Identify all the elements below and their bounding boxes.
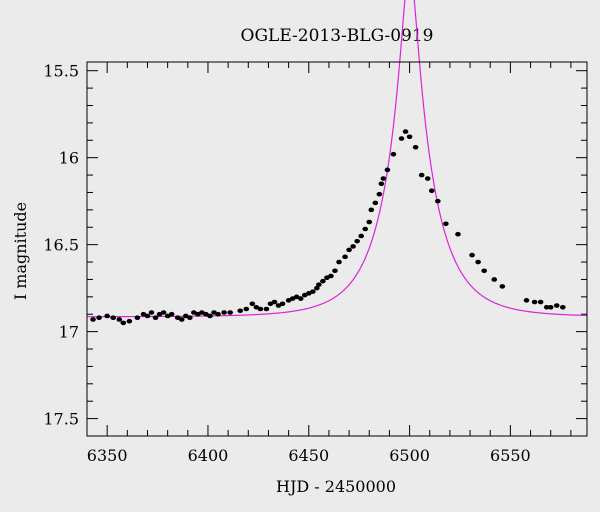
data-point xyxy=(424,176,431,181)
chart-title: OGLE-2013-BLG-0919 xyxy=(241,26,434,46)
data-point xyxy=(499,284,506,289)
data-point xyxy=(257,306,264,312)
data-point xyxy=(249,301,256,307)
data-point xyxy=(332,268,338,274)
data-point xyxy=(271,299,278,305)
data-point xyxy=(316,282,322,287)
data-point xyxy=(455,231,461,237)
data-point xyxy=(366,219,373,225)
data-point xyxy=(350,244,356,249)
data-point xyxy=(553,303,560,308)
data-point xyxy=(116,317,123,322)
y-tick-label: 16 xyxy=(59,149,79,168)
data-point xyxy=(168,311,175,317)
data-point xyxy=(435,198,441,204)
data-point xyxy=(328,273,334,279)
data-point xyxy=(134,315,141,321)
data-point xyxy=(96,315,102,321)
data-point xyxy=(475,259,481,265)
data-point xyxy=(428,188,435,194)
data-point xyxy=(126,318,133,324)
data-point xyxy=(227,310,233,315)
data-point xyxy=(418,172,425,178)
y-axis-label: I magnitude xyxy=(11,202,30,300)
data-point xyxy=(531,299,538,305)
data-point xyxy=(372,200,379,206)
data-point xyxy=(346,247,352,253)
tick-marks xyxy=(86,62,587,436)
data-point xyxy=(314,285,320,291)
data-point xyxy=(320,278,326,284)
data-point xyxy=(90,317,96,322)
data-point xyxy=(358,233,364,239)
data-point xyxy=(221,310,227,315)
data-point xyxy=(243,306,250,312)
tick-labels: 6350 6400 6450 6500 6550 15.5 16 16.5 17 17.5 xyxy=(43,62,530,465)
data-point xyxy=(543,304,550,310)
data-point xyxy=(178,317,185,322)
data-point xyxy=(207,313,213,319)
x-tick-label: 6350 xyxy=(87,446,128,465)
data-point xyxy=(152,315,159,321)
data-point xyxy=(481,268,487,274)
data-point xyxy=(297,296,304,301)
data-point xyxy=(537,299,544,305)
data-point xyxy=(491,277,498,282)
data-point xyxy=(310,289,316,294)
data-point xyxy=(380,176,387,181)
data-point xyxy=(110,315,117,321)
data-point xyxy=(120,320,127,326)
data-point xyxy=(469,252,475,258)
data-point xyxy=(144,313,151,319)
data-point xyxy=(263,306,270,312)
data-point xyxy=(560,304,566,310)
y-tick-label: 17 xyxy=(59,323,79,342)
data-point xyxy=(376,191,383,197)
data-point xyxy=(362,226,369,232)
data-point xyxy=(384,167,391,173)
y-tick-label: 17.5 xyxy=(43,410,79,429)
data-point xyxy=(148,310,155,315)
data-point xyxy=(336,259,342,265)
data-point xyxy=(187,315,193,321)
data-point xyxy=(402,129,409,134)
plot-frame xyxy=(86,61,588,437)
x-tick-label: 6550 xyxy=(490,446,531,465)
data-point xyxy=(237,308,244,314)
data-point xyxy=(398,136,405,141)
data-point xyxy=(354,238,360,244)
data-point xyxy=(342,254,348,260)
data-point xyxy=(390,151,397,157)
data-point xyxy=(160,310,167,315)
data-point xyxy=(523,298,530,303)
data-point xyxy=(104,313,110,319)
y-tick-label: 15.5 xyxy=(43,62,79,81)
data-point xyxy=(406,134,413,140)
x-tick-label: 6500 xyxy=(389,446,430,465)
data-point xyxy=(368,207,375,213)
data-point xyxy=(215,311,221,317)
data-point xyxy=(443,221,449,227)
x-axis-label: HJD - 2450000 xyxy=(276,477,396,496)
data-points xyxy=(90,129,566,326)
data-point xyxy=(279,301,286,307)
data-point xyxy=(547,304,554,310)
y-tick-label: 16.5 xyxy=(43,236,79,255)
x-tick-label: 6450 xyxy=(288,446,329,465)
x-tick-label: 6400 xyxy=(188,446,229,465)
data-point xyxy=(378,181,385,187)
data-point xyxy=(412,144,419,150)
